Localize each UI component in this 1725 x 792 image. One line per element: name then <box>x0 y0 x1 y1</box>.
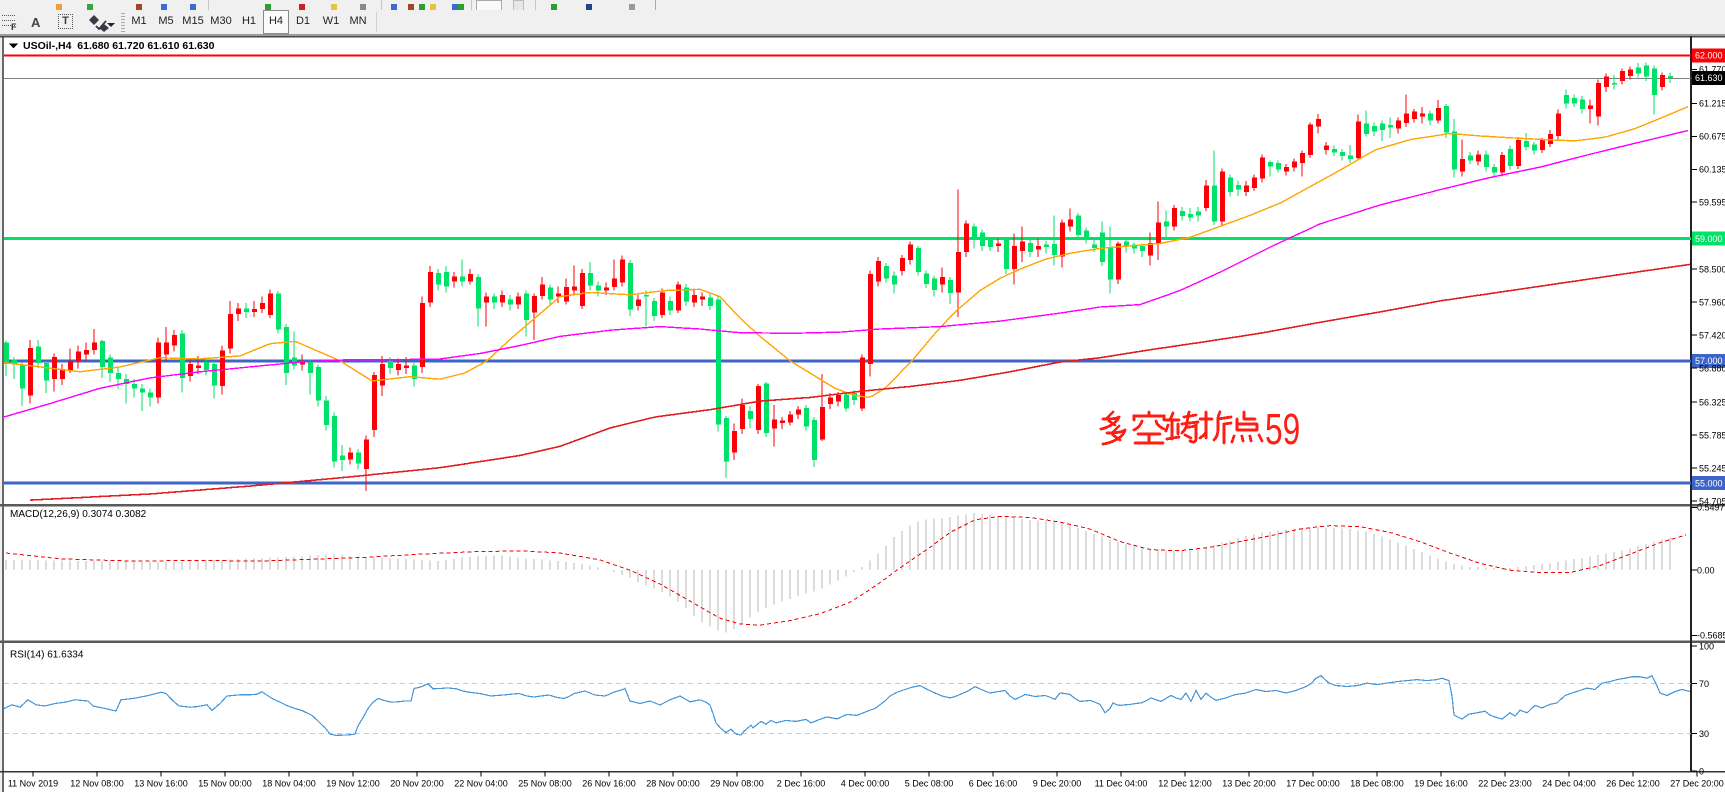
svg-text:54.705: 54.705 <box>1699 496 1725 506</box>
svg-text:61.215: 61.215 <box>1699 99 1725 109</box>
svg-text:4 Dec 00:00: 4 Dec 00:00 <box>841 779 890 789</box>
svg-text:MACD(12,26,9) 0.3074 0.3082: MACD(12,26,9) 0.3074 0.3082 <box>10 509 147 520</box>
svg-text:26 Dec 12:00: 26 Dec 12:00 <box>1606 779 1660 789</box>
svg-text:29 Nov 08:00: 29 Nov 08:00 <box>710 779 764 789</box>
svg-text:USOil-,H4 61.680 61.720 61.61: USOil-,H4 61.680 61.720 61.610 61.630 <box>23 40 215 52</box>
svg-text:56.325: 56.325 <box>1699 397 1725 407</box>
svg-text:9 Dec 20:00: 9 Dec 20:00 <box>1033 779 1082 789</box>
svg-text:22 Dec 23:00: 22 Dec 23:00 <box>1478 779 1532 789</box>
svg-text:56.880: 56.880 <box>1699 363 1725 373</box>
svg-text:11 Nov 2019: 11 Nov 2019 <box>8 779 58 789</box>
svg-text:12 Nov 08:00: 12 Nov 08:00 <box>70 779 124 789</box>
svg-text:61.630: 61.630 <box>1695 73 1723 83</box>
svg-text:20 Nov 20:00: 20 Nov 20:00 <box>390 779 444 789</box>
svg-text:62.000: 62.000 <box>1695 51 1723 61</box>
svg-text:0.00: 0.00 <box>1697 566 1715 576</box>
svg-text:6 Dec 16:00: 6 Dec 16:00 <box>969 779 1018 789</box>
svg-text:26 Nov 16:00: 26 Nov 16:00 <box>582 779 636 789</box>
svg-text:24 Dec 04:00: 24 Dec 04:00 <box>1542 779 1596 789</box>
svg-text:57.420: 57.420 <box>1699 330 1725 340</box>
svg-text:18 Dec 08:00: 18 Dec 08:00 <box>1350 779 1404 789</box>
svg-text:60.135: 60.135 <box>1699 165 1725 175</box>
svg-text:55.000: 55.000 <box>1695 478 1723 488</box>
svg-text:57.960: 57.960 <box>1699 297 1725 307</box>
svg-text:59: 59 <box>1265 405 1300 454</box>
svg-text:22 Nov 04:00: 22 Nov 04:00 <box>454 779 508 789</box>
svg-text:70: 70 <box>1699 679 1709 689</box>
svg-text:2 Dec 16:00: 2 Dec 16:00 <box>777 779 826 789</box>
svg-text:-0.5685: -0.5685 <box>1697 631 1725 641</box>
svg-text:15 Nov 00:00: 15 Nov 00:00 <box>198 779 252 789</box>
svg-text:17 Dec 00:00: 17 Dec 00:00 <box>1286 779 1340 789</box>
svg-text:57.000: 57.000 <box>1695 356 1723 366</box>
svg-text:25 Nov 08:00: 25 Nov 08:00 <box>518 779 572 789</box>
svg-text:55.785: 55.785 <box>1699 430 1725 440</box>
svg-text:59.595: 59.595 <box>1699 198 1725 208</box>
svg-text:13 Nov 16:00: 13 Nov 16:00 <box>134 779 188 789</box>
svg-text:0.5497: 0.5497 <box>1697 503 1725 513</box>
svg-text:11 Dec 04:00: 11 Dec 04:00 <box>1095 779 1148 789</box>
svg-text:59.000: 59.000 <box>1695 234 1723 244</box>
svg-text:28 Nov 00:00: 28 Nov 00:00 <box>646 779 700 789</box>
svg-text:55.245: 55.245 <box>1699 463 1725 473</box>
svg-text:61.770: 61.770 <box>1699 65 1725 75</box>
svg-text:18 Nov 04:00: 18 Nov 04:00 <box>262 779 316 789</box>
svg-text:58.500: 58.500 <box>1699 265 1725 275</box>
svg-text:19 Dec 16:00: 19 Dec 16:00 <box>1414 779 1468 789</box>
svg-text:5 Dec 08:00: 5 Dec 08:00 <box>905 779 954 789</box>
svg-text:27 Dec 20:00: 27 Dec 20:00 <box>1670 779 1724 789</box>
svg-text:RSI(14) 61.6334: RSI(14) 61.6334 <box>10 650 84 661</box>
svg-text:0: 0 <box>1699 766 1704 776</box>
svg-text:19 Nov 12:00: 19 Nov 12:00 <box>326 779 380 789</box>
svg-text:60.675: 60.675 <box>1699 132 1725 142</box>
svg-text:12 Dec 12:00: 12 Dec 12:00 <box>1158 779 1212 789</box>
svg-text:30: 30 <box>1699 729 1709 739</box>
svg-text:13 Dec 20:00: 13 Dec 20:00 <box>1222 779 1276 789</box>
svg-text:100: 100 <box>1699 641 1714 651</box>
